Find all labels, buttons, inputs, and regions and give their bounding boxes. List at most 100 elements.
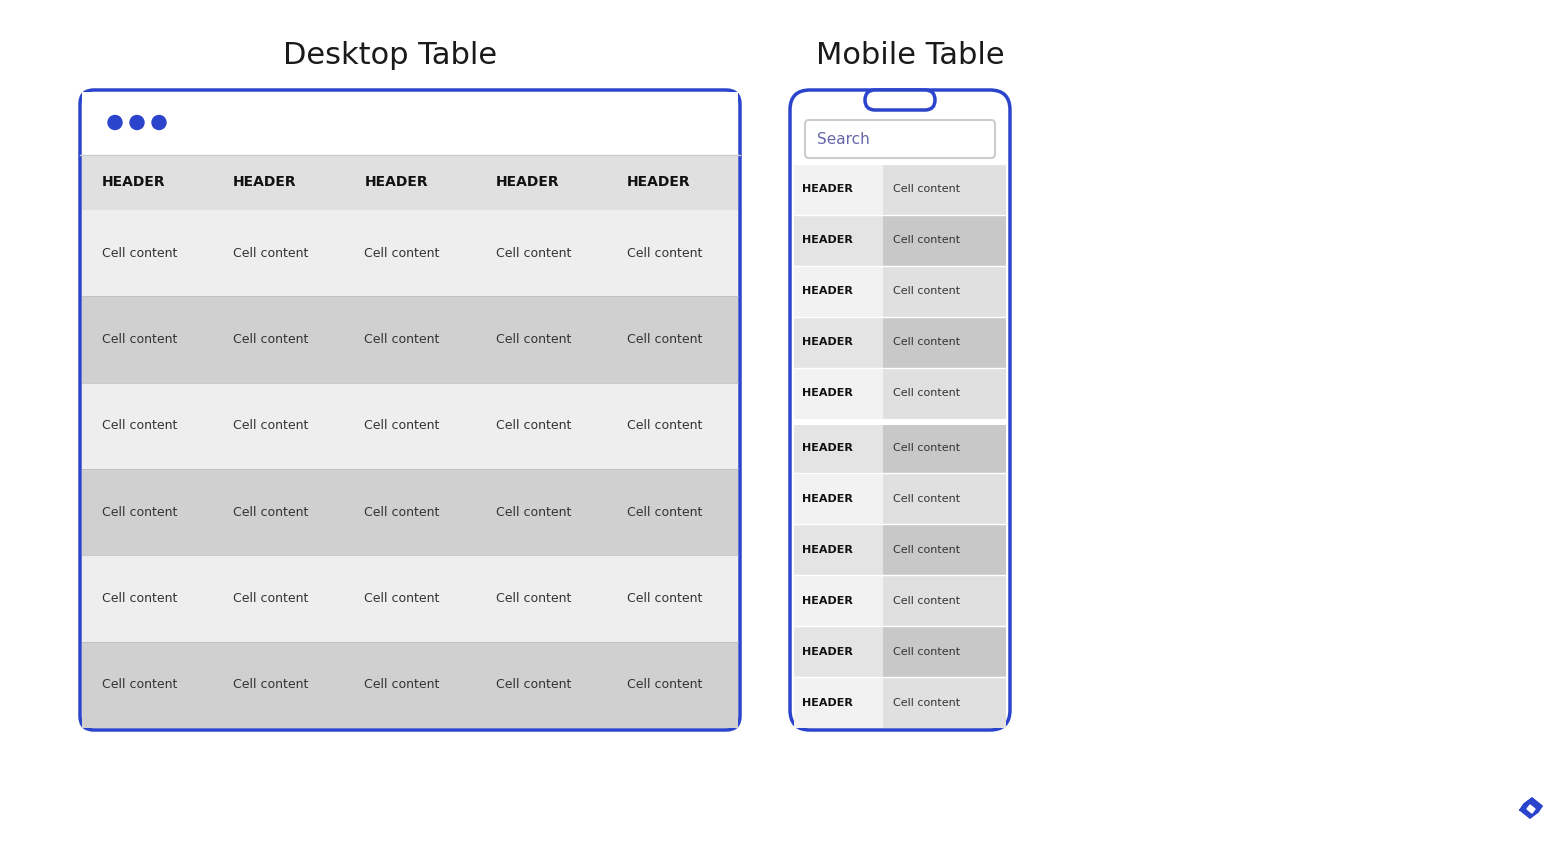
- Bar: [794, 524, 883, 575]
- Text: Cell content: Cell content: [892, 698, 959, 707]
- Text: HEADER: HEADER: [802, 544, 853, 555]
- Bar: [794, 266, 883, 317]
- Text: Cell content: Cell content: [101, 333, 178, 346]
- FancyBboxPatch shape: [789, 90, 1009, 730]
- Text: Cell content: Cell content: [365, 247, 440, 260]
- Text: HEADER: HEADER: [627, 176, 691, 189]
- Text: Cell content: Cell content: [892, 544, 959, 555]
- Text: Mobile Table: Mobile Table: [816, 41, 1005, 70]
- Bar: [794, 317, 883, 367]
- Text: Cell content: Cell content: [232, 247, 309, 260]
- Text: Cell content: Cell content: [627, 247, 702, 260]
- Text: Cell content: Cell content: [232, 678, 309, 691]
- Text: Cell content: Cell content: [232, 592, 309, 605]
- Text: HEADER: HEADER: [802, 184, 853, 194]
- Text: Cell content: Cell content: [496, 247, 571, 260]
- Polygon shape: [1527, 805, 1535, 813]
- Text: Cell content: Cell content: [892, 235, 959, 245]
- Bar: [794, 423, 883, 474]
- Text: Cell content: Cell content: [892, 647, 959, 657]
- Text: HEADER: HEADER: [802, 235, 853, 245]
- Bar: [794, 367, 883, 418]
- Text: Cell content: Cell content: [365, 419, 440, 432]
- Text: HEADER: HEADER: [802, 286, 853, 296]
- Text: HEADER: HEADER: [232, 176, 296, 189]
- Text: Cell content: Cell content: [496, 506, 571, 519]
- Bar: [794, 418, 1006, 424]
- Text: HEADER: HEADER: [802, 698, 853, 707]
- Text: Cell content: Cell content: [232, 333, 309, 346]
- FancyBboxPatch shape: [864, 90, 934, 110]
- Text: Cell content: Cell content: [101, 247, 178, 260]
- Bar: [883, 575, 1006, 626]
- Text: HEADER: HEADER: [802, 494, 853, 504]
- Bar: [794, 575, 883, 626]
- Circle shape: [129, 116, 144, 130]
- Text: HEADER: HEADER: [802, 389, 853, 398]
- Text: Cell content: Cell content: [496, 678, 571, 691]
- Bar: [883, 215, 1006, 266]
- Text: Cell content: Cell content: [365, 592, 440, 605]
- Bar: [83, 556, 738, 642]
- Text: HEADER: HEADER: [802, 337, 853, 347]
- Text: HEADER: HEADER: [496, 176, 558, 189]
- Bar: [794, 626, 883, 677]
- Bar: [883, 677, 1006, 728]
- Text: Cell content: Cell content: [101, 678, 178, 691]
- Text: Cell content: Cell content: [101, 419, 178, 432]
- Text: HEADER: HEADER: [802, 443, 853, 453]
- Bar: [794, 677, 883, 728]
- Bar: [83, 296, 738, 383]
- Text: Cell content: Cell content: [627, 506, 702, 519]
- Bar: [883, 266, 1006, 317]
- Bar: [883, 164, 1006, 215]
- Text: Cell content: Cell content: [232, 506, 309, 519]
- Bar: [883, 474, 1006, 524]
- Text: Cell content: Cell content: [101, 592, 178, 605]
- Text: Cell content: Cell content: [627, 678, 702, 691]
- Text: Desktop Table: Desktop Table: [282, 41, 498, 70]
- Text: Cell content: Cell content: [496, 419, 571, 432]
- Text: Cell content: Cell content: [365, 506, 440, 519]
- Text: HEADER: HEADER: [802, 596, 853, 606]
- Text: HEADER: HEADER: [101, 176, 165, 189]
- Bar: [83, 642, 738, 728]
- Bar: [794, 215, 883, 266]
- Bar: [83, 469, 738, 556]
- Bar: [883, 317, 1006, 367]
- Bar: [883, 524, 1006, 575]
- Bar: [83, 155, 738, 210]
- Text: Cell content: Cell content: [892, 337, 959, 347]
- Text: Cell content: Cell content: [627, 333, 702, 346]
- Text: Cell content: Cell content: [892, 443, 959, 453]
- Bar: [83, 92, 738, 153]
- Bar: [883, 626, 1006, 677]
- Circle shape: [151, 116, 165, 130]
- Text: HEADER: HEADER: [365, 176, 427, 189]
- Bar: [883, 367, 1006, 418]
- Text: Cell content: Cell content: [101, 506, 178, 519]
- Circle shape: [108, 116, 122, 130]
- Text: HEADER: HEADER: [802, 647, 853, 657]
- Text: Cell content: Cell content: [892, 286, 959, 296]
- Text: Cell content: Cell content: [627, 419, 702, 432]
- Text: Search: Search: [817, 131, 870, 147]
- Polygon shape: [1519, 798, 1541, 818]
- FancyBboxPatch shape: [80, 90, 739, 730]
- Bar: [794, 474, 883, 524]
- Text: Cell content: Cell content: [232, 419, 309, 432]
- Bar: [794, 164, 883, 215]
- Bar: [83, 210, 738, 296]
- Text: Cell content: Cell content: [892, 494, 959, 504]
- Text: Cell content: Cell content: [892, 184, 959, 194]
- Text: Cell content: Cell content: [496, 333, 571, 346]
- Text: Cell content: Cell content: [496, 592, 571, 605]
- Text: Cell content: Cell content: [365, 333, 440, 346]
- FancyBboxPatch shape: [805, 120, 995, 158]
- Bar: [83, 383, 738, 469]
- Text: Cell content: Cell content: [892, 596, 959, 606]
- Text: Cell content: Cell content: [365, 678, 440, 691]
- Text: Cell content: Cell content: [892, 389, 959, 398]
- Bar: [883, 423, 1006, 474]
- Text: Cell content: Cell content: [627, 592, 702, 605]
